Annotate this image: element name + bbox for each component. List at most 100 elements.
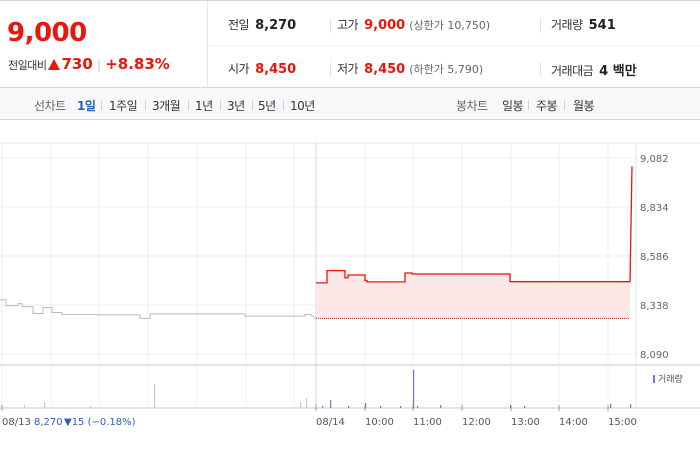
volume-legend: 거래량 [653, 373, 683, 385]
upper-limit-value: 10,750 [447, 19, 486, 32]
tab-monthly-candle[interactable]: 월봉 [573, 99, 595, 113]
lower-limit-label: 하한가 [413, 63, 444, 76]
prev-day-change: ▼15 (−0.18%) [64, 417, 136, 428]
volume-bar [610, 404, 612, 408]
prev-close-value: 8,270 [255, 18, 297, 33]
x-tick-label: 14:00 [559, 417, 588, 428]
divider [528, 100, 529, 110]
volume-bar [365, 403, 367, 408]
price-summary: 9,000 전일대비 730 | +8.83% 전일 8,270 고가 9,000 (상한가… [0, 0, 700, 88]
divider [252, 100, 253, 110]
volume-cell: 거래량 541 [551, 16, 616, 33]
trade-value-label: 거래대금 [551, 64, 594, 78]
current-price: 9,000 [7, 18, 87, 48]
divider [540, 19, 541, 33]
y-tick-label: 8,338 [640, 301, 669, 312]
series-line-prev-day [0, 299, 317, 319]
tab-daily-candle[interactable]: 일봉 [502, 99, 524, 113]
volume-bar [306, 398, 308, 408]
volume-bar [524, 406, 526, 408]
y-axis-ticks: 9,082 8,834 8,586 8,338 8,090 [640, 154, 669, 361]
divider [101, 100, 102, 110]
upper-limit-label: 상한가 [413, 19, 444, 32]
volume-value: 541 [588, 18, 616, 33]
y-tick-label: 9,082 [640, 154, 669, 165]
series-line-today [316, 166, 633, 284]
volume-label: 거래량 [551, 18, 583, 32]
volume-bars [2, 370, 632, 408]
y-tick-label: 8,586 [640, 252, 669, 263]
volume-legend-label: 거래량 [658, 373, 683, 385]
tab-1week[interactable]: 1주일 [109, 99, 138, 113]
prev-day-date: 08/13 [2, 417, 31, 428]
divider [330, 62, 331, 76]
divider [330, 19, 331, 33]
volume-legend-swatch [653, 375, 655, 383]
volume-bar [154, 384, 156, 408]
volume-bar [380, 406, 382, 408]
x-tick-label: 13:00 [511, 417, 540, 428]
trade-value-cell: 거래대금 4 백만 [551, 60, 637, 79]
today-area-fill [316, 270, 630, 319]
divider [283, 100, 284, 110]
high-value: 9,000 [364, 18, 406, 33]
change-label: 전일대비 [8, 59, 47, 72]
candle-chart-label: 봉차트 [456, 99, 488, 113]
tab-10year[interactable]: 10년 [290, 99, 315, 113]
volume-bar [400, 406, 402, 408]
prev-close-cell: 전일 8,270 [228, 16, 296, 33]
divider [220, 100, 221, 110]
low-value: 8,450 [364, 62, 406, 77]
divider [145, 100, 146, 110]
chart-tab-bar: 선차트 1일 1주일 3개월 1년 3년 5년 10년 봉차트 일봉 주봉 월봉 [0, 88, 700, 120]
up-triangle-icon [48, 59, 61, 70]
high-label: 고가 [337, 18, 359, 32]
open-value: 8,450 [255, 62, 297, 77]
tab-1year[interactable]: 1년 [195, 99, 213, 113]
volume-bar [24, 405, 26, 408]
current-price-box: 9,000 전일대비 730 | +8.83% [0, 1, 208, 88]
change-rate: +8.83% [105, 55, 170, 73]
volume-bar [510, 405, 512, 408]
divider: | [96, 58, 102, 73]
prev-close-label: 전일 [228, 18, 250, 32]
y-tick-label: 8,090 [640, 350, 669, 361]
volume-bar [348, 406, 350, 408]
x-tick-label: 10:00 [365, 417, 394, 428]
low-label: 저가 [337, 62, 359, 76]
tab-3year[interactable]: 3년 [227, 99, 245, 113]
x-tick-label: 08/14 [316, 417, 345, 428]
volume-bar [315, 404, 317, 408]
open-label: 시가 [228, 62, 250, 76]
volume-bar [440, 405, 442, 408]
tab-3month[interactable]: 3개월 [152, 99, 181, 113]
change-row: 전일대비 730 | +8.83% [8, 55, 170, 73]
intraday-chart: 9,082 8,834 8,586 8,338 8,090 08/14 10:00 11:0… [0, 142, 700, 428]
volume-bar [90, 406, 92, 408]
prev-day-info: 08/13 8,270 ▼15 (−0.18%) [2, 417, 136, 428]
change-value: 730 [61, 55, 93, 73]
tab-weekly-candle[interactable]: 주봉 [536, 99, 558, 113]
divider [564, 100, 565, 110]
tab-1day[interactable]: 1일 [77, 99, 96, 113]
x-tick-label: 11:00 [413, 417, 442, 428]
volume-bar [322, 406, 324, 408]
divider [188, 100, 189, 110]
lower-limit-value: 5,790 [447, 63, 479, 76]
line-chart-label: 선차트 [34, 99, 66, 113]
high-cell: 고가 9,000 (상한가 10,750) [337, 18, 491, 33]
row-divider [209, 45, 700, 46]
divider [540, 62, 541, 76]
volume-bar [44, 402, 46, 408]
volume-bar [630, 404, 632, 408]
tab-5year[interactable]: 5년 [258, 99, 276, 113]
x-tick-label: 12:00 [462, 417, 491, 428]
volume-bar [417, 406, 419, 408]
volume-bar [300, 402, 302, 408]
y-tick-label: 8,834 [640, 203, 669, 214]
prev-day-close: 8,270 [34, 417, 63, 428]
trade-value-value: 4 백만 [599, 64, 637, 79]
open-cell: 시가 8,450 [228, 60, 296, 77]
volume-bar [2, 406, 4, 408]
